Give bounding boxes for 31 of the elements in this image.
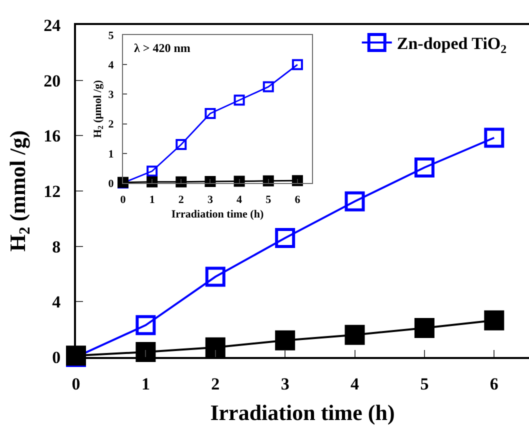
y-tick-label: 0 [108,178,114,190]
x-tick-label: 5 [266,194,272,206]
x-tick-label: 1 [141,374,150,394]
y-tick-label: 4 [108,59,114,72]
y-tick-label: 16 [44,126,61,146]
x-tick-label: 3 [280,374,290,394]
x-tick-label: 2 [178,194,184,206]
x-tick-label: 0 [72,374,80,394]
y-tick-label: 20 [44,71,61,90]
x-tick-label: 6 [490,374,498,394]
y-tick-label: 24 [44,16,62,35]
x-tick-label: 5 [420,374,429,394]
x-tick-label: 6 [294,194,301,206]
x-tick-label: 0 [120,194,126,206]
y-tick-label: 12 [44,182,61,201]
x-tick-label: 1 [149,194,155,206]
x-tick-label: 4 [350,374,360,394]
y-tick-label: 5 [108,30,114,42]
legend-label: Zn-doped TiO$_{2}$ [396,34,507,56]
x-tick-label: 4 [236,194,243,206]
y-tick-label: 3 [108,89,114,102]
y-tick-label: 4 [52,292,62,312]
x-tick-label: 3 [207,194,214,206]
x-axis-title: Irradiation time (h) [171,208,264,220]
annotation: λ > 420 nm [134,41,190,55]
y-tick-label: 2 [108,118,114,131]
x-axis-title: Irradiation time (h) [210,400,395,425]
y-tick-label: 8 [52,237,61,256]
x-tick-label: 2 [211,374,220,394]
y-tick-label: 1 [108,148,114,160]
y-tick-label: 0 [52,348,61,367]
